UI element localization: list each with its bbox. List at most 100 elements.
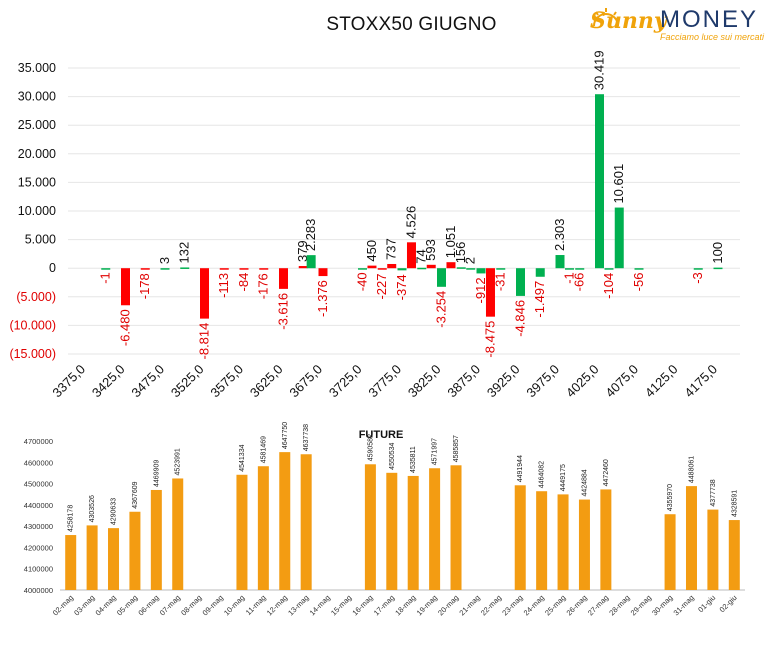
x-tick-label: 04-mag [94,593,118,617]
bar [298,266,308,269]
data-label: 4550534 [389,442,396,469]
bar [456,267,466,269]
bar [535,268,545,277]
x-tick-label: 05-mag [115,593,139,617]
x-tick-label: 30-mag [650,593,674,617]
y-tick-label: 4100000 [24,565,53,574]
x-tick-label: 20-mag [436,593,460,617]
future-chart: FUTURE 4000000 4100000 4200000 4300000 440000… [24,422,745,617]
bar [685,486,697,590]
x-tick-label: 4125,0 [642,362,681,401]
bar [713,267,723,270]
logo-word-sunny: Sunny [590,8,667,34]
x-tick-label: 24-mag [522,593,546,617]
data-label: 4469909 [153,460,160,487]
x-tick-label: 3575,0 [207,362,246,401]
data-label: 737 [384,238,399,260]
x-tick-label: 3925,0 [484,362,523,401]
x-tick-label: 3375,0 [49,362,88,401]
x-tick-label: 19-mag [415,593,439,617]
y-tick-label: 10.000 [18,204,56,218]
bar [200,268,209,319]
data-label: 4581469 [260,436,267,463]
data-label: -374 [394,274,409,300]
x-tick-label: 06-mag [136,593,160,617]
data-label: 4303526 [89,495,96,522]
x-tick-label: 02-giu [718,593,739,614]
data-label: -31 [493,272,508,291]
bar [707,509,719,590]
y-tick-label: 4400000 [24,501,53,510]
y-tick-label: 4200000 [24,543,53,552]
sunny-money-logo: Sunny MONEY Facciamo luce sui mercati [588,6,768,50]
y-tick-label: 25.000 [18,118,56,132]
bar [417,267,427,270]
data-label: 4464082 [539,461,546,488]
data-label: -3.254 [434,291,449,328]
bar [65,535,77,590]
x-tick-label: 3775,0 [365,362,404,401]
y-tick-label: 5.000 [25,233,56,247]
data-label: 4328591 [731,490,738,517]
y-tick-label: (10.000) [9,318,56,332]
data-label: -4.846 [513,300,528,337]
data-label: -1.497 [532,281,547,318]
bar [450,465,462,590]
x-tick-label: 08-mag [179,593,203,617]
bar [377,268,387,270]
x-tick-label: 13-mag [286,593,310,617]
bar [387,263,397,269]
data-label: 100 [710,242,725,264]
y-tick-label: 20.000 [18,147,56,161]
bar [364,464,376,590]
data-label: -3 [690,272,705,284]
data-label: 593 [423,239,438,261]
bar [429,468,441,590]
data-label: -113 [216,273,231,298]
bar [358,268,367,270]
x-tick-label: 3975,0 [523,362,562,401]
data-label: 4590582 [367,434,374,461]
bar [108,528,120,590]
data-label: 4449175 [560,464,567,491]
data-label: 4637738 [303,424,310,451]
x-tick-label: 3525,0 [168,362,207,401]
bar [557,494,569,590]
bar [150,489,162,590]
x-tick-label: 29-mag [629,593,653,617]
data-label: -178 [137,273,152,299]
bar [578,499,590,590]
data-label: -1 [98,272,113,284]
bar [160,268,170,270]
bar [407,475,419,590]
data-label: 4258178 [68,505,75,532]
data-label: -104 [601,273,616,299]
x-tick-label: 02-mag [51,593,75,617]
bar [367,265,377,269]
data-label: 4647750 [282,422,289,449]
x-tick-label: 26-mag [565,593,589,617]
data-label: 10.601 [611,164,626,204]
bar [600,489,612,590]
y-tick-label: 4700000 [24,437,53,446]
bar [129,511,141,590]
data-label: 4472460 [603,459,610,486]
bar [406,242,416,269]
y-tick-label: 15.000 [18,175,56,189]
x-tick-label: 27-mag [586,593,610,617]
logo-word-money: MONEY [660,6,759,33]
bar [121,268,130,306]
bar [614,207,624,269]
bar [86,525,98,590]
data-label: 450 [364,240,379,262]
bar [536,491,548,590]
x-tick-label: 18-mag [393,593,417,617]
bar [318,268,328,277]
data-label: 4355970 [667,484,674,511]
bar [239,268,249,270]
bar [219,268,229,270]
chart-title: STOXX50 GIUGNO [326,14,497,35]
data-label: -176 [256,273,271,299]
bar [259,268,269,270]
